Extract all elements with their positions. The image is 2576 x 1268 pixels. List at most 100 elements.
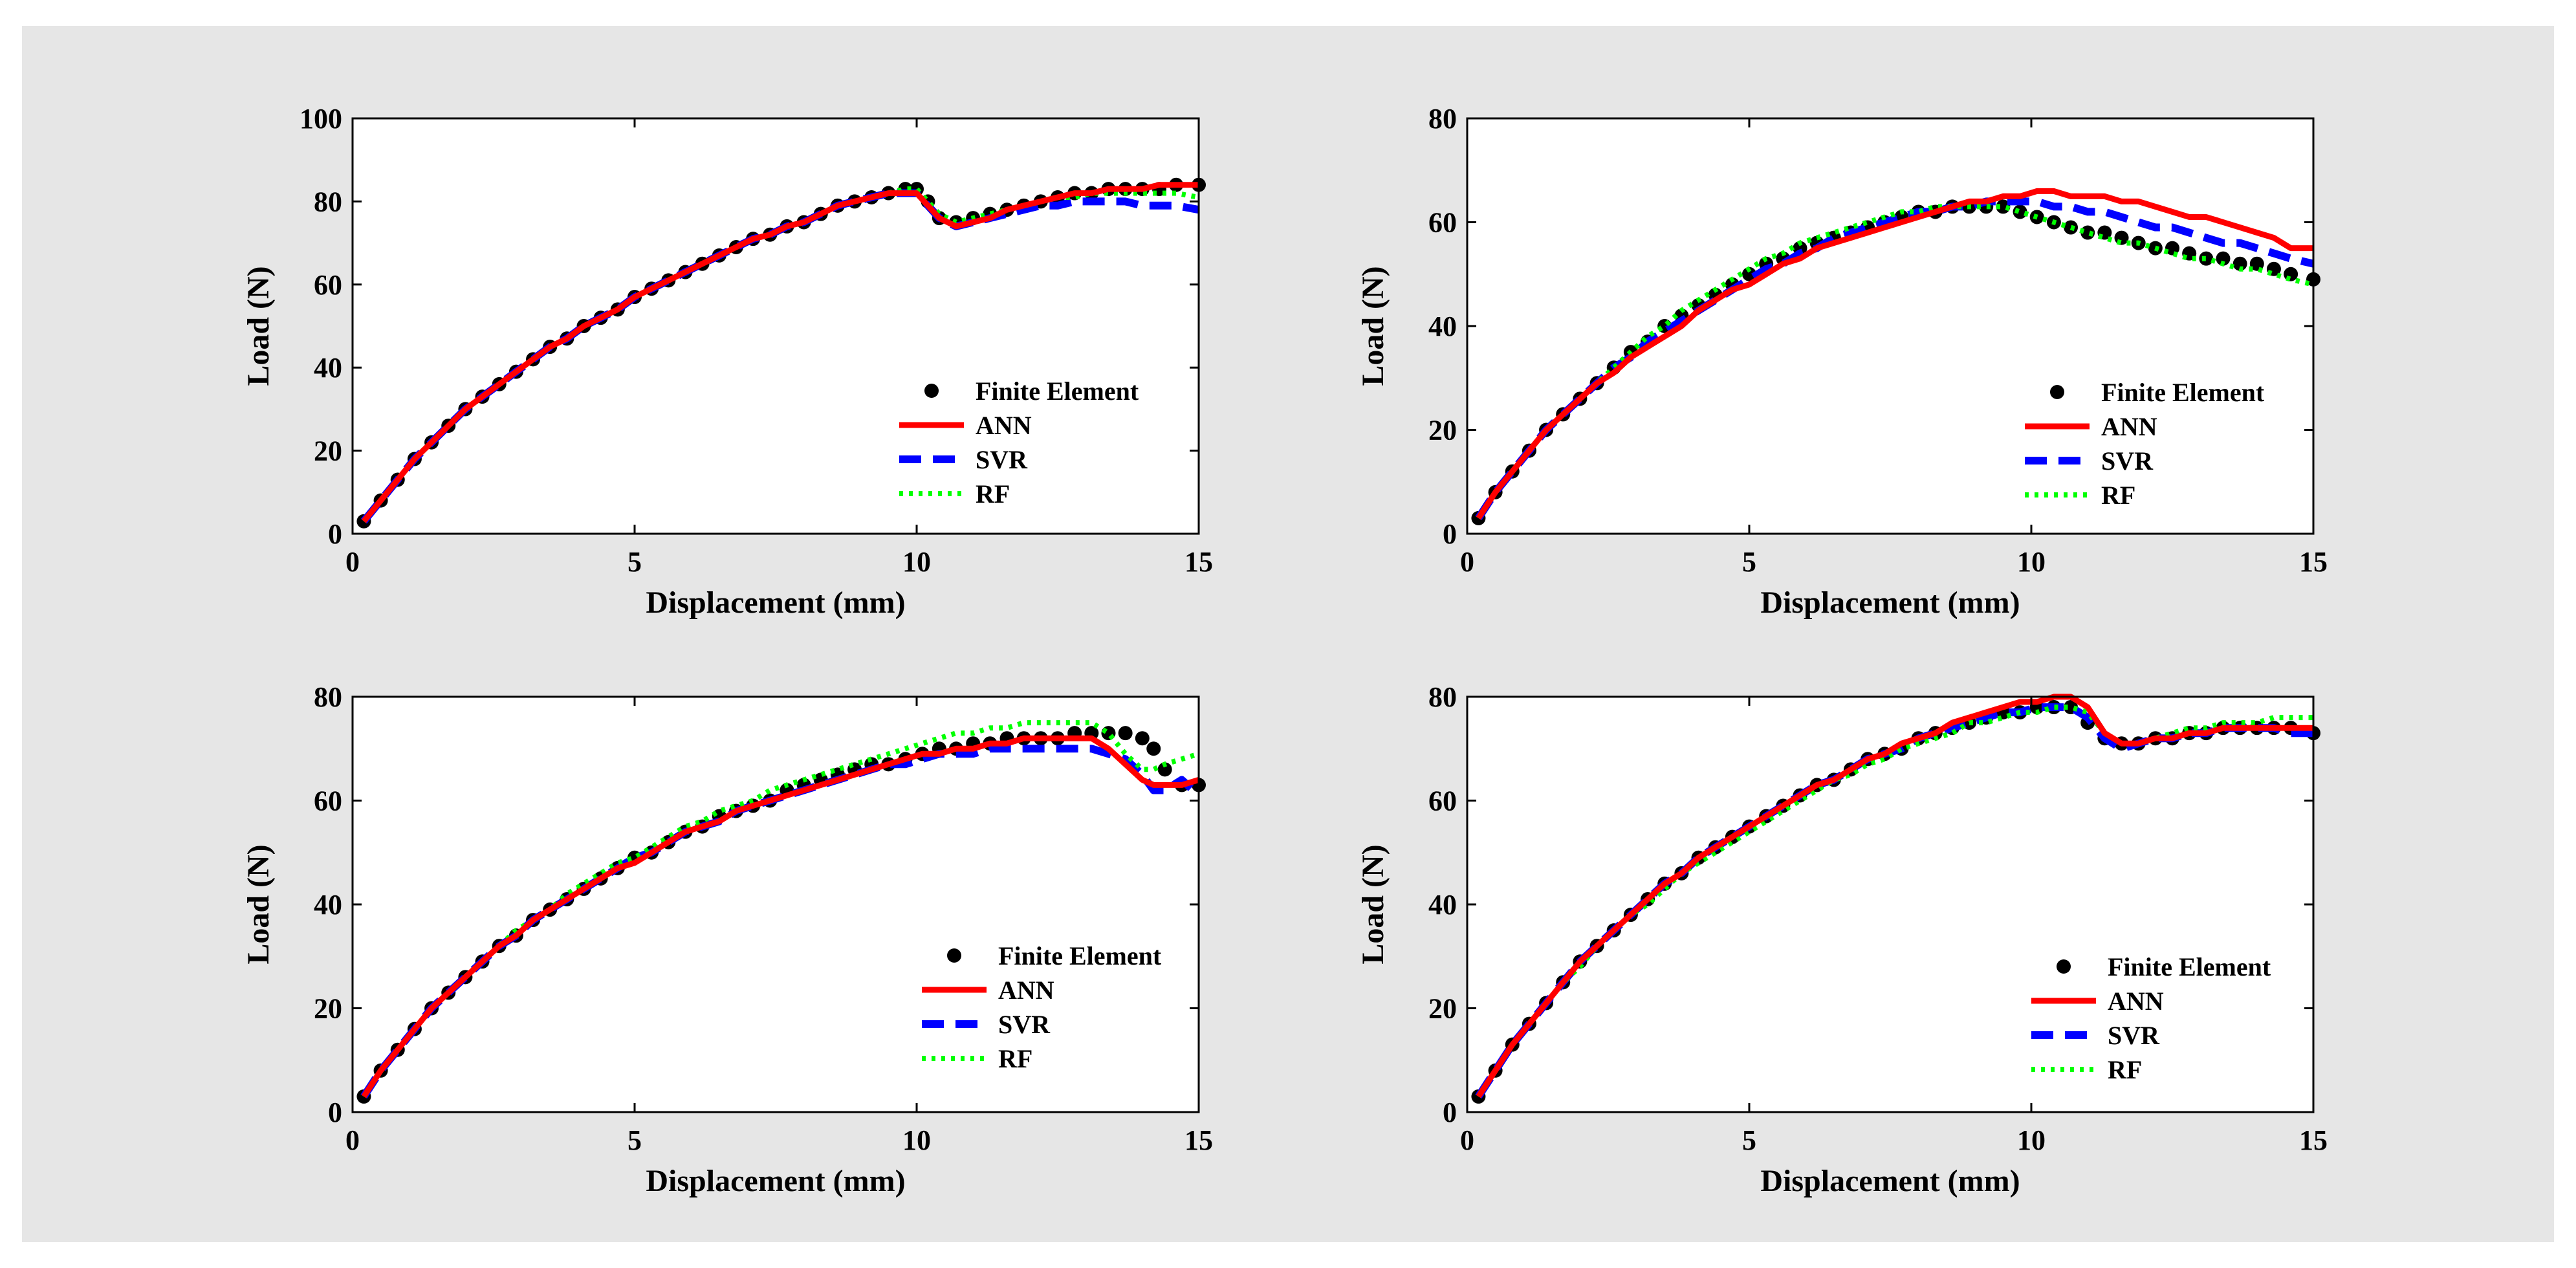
data-point xyxy=(2064,220,2079,235)
y-tick-label: 20 xyxy=(1428,415,1457,446)
legend-marker xyxy=(2057,959,2071,974)
data-point xyxy=(1742,267,1756,281)
legend-item-svr: SVR xyxy=(899,445,1028,474)
legend-label: RF xyxy=(2101,481,2135,510)
chart-panel-bottom-right: 0 5 10 15 0 20 40 60 80 Displacement (mm) Load (N)… xyxy=(1356,681,2328,1198)
legend-label: SVR xyxy=(2101,446,2154,476)
legend-label: ANN xyxy=(998,976,1054,1005)
x-axis-title: Displacement (mm) xyxy=(646,1164,905,1198)
y-tick-label: 20 xyxy=(1428,993,1457,1025)
legend-label: ANN xyxy=(2108,987,2164,1016)
legend-item-rf: RF xyxy=(899,479,1010,508)
data-point xyxy=(2249,256,2264,271)
y-tick-label: 80 xyxy=(314,186,342,217)
x-tick-label: 15 xyxy=(1184,546,1213,578)
x-tick-label: 15 xyxy=(2299,546,2328,578)
legend-item-ann: ANN xyxy=(899,411,1032,440)
legend-label: Finite Element xyxy=(998,941,1162,970)
x-tick-label: 0 xyxy=(1460,546,1474,578)
legend-label: SVR xyxy=(2108,1021,2160,1050)
legend-item-ann: ANN xyxy=(2025,412,2157,441)
series-line-ann xyxy=(361,735,1200,1099)
y-axis-title: Load (N) xyxy=(241,266,276,386)
legend-item-svr: SVR xyxy=(2031,1021,2160,1050)
x-tick-label: 5 xyxy=(628,546,642,578)
chart-panel-top-left: 0 5 10 15 0 20 40 60 80 100 Displacement (mm) Load … xyxy=(241,103,1213,620)
x-axis-title: Displacement (mm) xyxy=(1760,585,2020,620)
y-tick-label: 0 xyxy=(1443,518,1457,550)
y-tick-label: 40 xyxy=(314,889,342,921)
y-tick-label: 40 xyxy=(1428,889,1457,921)
y-tick-label: 0 xyxy=(328,1097,342,1128)
x-tick-label: 10 xyxy=(902,1124,931,1156)
legend-label: Finite Element xyxy=(2108,952,2271,981)
x-tick-label: 15 xyxy=(1184,1124,1213,1156)
x-tick-label: 5 xyxy=(1742,546,1756,578)
legend-item-rf: RF xyxy=(2025,481,2135,510)
y-axis-title: Load (N) xyxy=(241,844,276,964)
data-point xyxy=(2216,251,2231,266)
y-tick-label: 20 xyxy=(314,435,342,467)
plot-area xyxy=(353,118,1199,534)
x-tick-label: 0 xyxy=(345,546,360,578)
legend-label: SVR xyxy=(998,1010,1051,1039)
legend-label: RF xyxy=(2108,1055,2142,1084)
legend-item-svr: SVR xyxy=(922,1010,1051,1039)
legend-item-ann: ANN xyxy=(2031,987,2164,1016)
legend-label: Finite Element xyxy=(2101,378,2265,407)
plot-area xyxy=(1467,697,2313,1112)
x-axis-title: Displacement (mm) xyxy=(646,585,905,620)
y-tick-label: 40 xyxy=(1428,311,1457,342)
y-tick-label: 60 xyxy=(1428,785,1457,817)
y-tick-label: 80 xyxy=(314,681,342,713)
legend-item-finite-element: Finite Element xyxy=(947,941,1162,970)
legend: Finite Element ANN SVR RF xyxy=(899,377,1139,508)
y-tick-label: 80 xyxy=(1428,103,1457,135)
x-tick-label: 10 xyxy=(2017,1124,2046,1156)
legend-label: ANN xyxy=(976,411,1032,440)
data-point xyxy=(1101,726,1116,741)
series-line-ann xyxy=(1476,694,2313,1099)
data-point xyxy=(1157,762,1172,777)
data-point xyxy=(1118,726,1133,741)
plot-area xyxy=(353,697,1199,1112)
legend-label: RF xyxy=(998,1044,1032,1073)
data-point xyxy=(1146,741,1161,756)
legend-label: SVR xyxy=(976,445,1028,474)
chart-panel-bottom-left: 0 5 10 15 0 20 40 60 80 Displacement (mm) Load (N)… xyxy=(241,681,1213,1198)
y-tick-label: 100 xyxy=(300,103,342,135)
x-tick-label: 10 xyxy=(902,546,931,578)
x-tick-label: 0 xyxy=(345,1124,360,1156)
data-point xyxy=(1135,731,1150,746)
y-tick-label: 0 xyxy=(1443,1097,1457,1128)
series-line-rf xyxy=(1476,204,2314,520)
series-line-ann xyxy=(361,182,1199,523)
legend-item-rf: RF xyxy=(2031,1055,2142,1084)
y-axis-title: Load (N) xyxy=(1356,266,1390,386)
legend: Finite Element ANN SVR RF xyxy=(2025,378,2265,510)
x-tick-label: 0 xyxy=(1460,1124,1474,1156)
legend-item-finite-element: Finite Element xyxy=(2050,378,2265,407)
plot-area xyxy=(1467,118,2313,534)
y-tick-label: 60 xyxy=(1428,207,1457,239)
data-point xyxy=(2199,251,2214,266)
data-point xyxy=(2284,267,2298,281)
y-tick-label: 40 xyxy=(314,352,342,384)
legend: Finite Element ANN SVR RF xyxy=(922,941,1162,1073)
legend-item-rf: RF xyxy=(922,1044,1032,1073)
legend-label: Finite Element xyxy=(976,377,1139,406)
legend-marker xyxy=(947,948,961,963)
legend-marker xyxy=(924,384,939,398)
legend-item-finite-element: Finite Element xyxy=(2057,952,2271,981)
x-tick-label: 5 xyxy=(1742,1124,1756,1156)
x-tick-label: 15 xyxy=(2299,1124,2328,1156)
y-tick-label: 60 xyxy=(314,785,342,817)
x-tick-label: 10 xyxy=(2017,546,2046,578)
legend-marker xyxy=(2050,385,2064,399)
y-tick-label: 80 xyxy=(1428,681,1457,713)
legend-item-finite-element: Finite Element xyxy=(924,377,1139,406)
legend: Finite Element ANN SVR RF xyxy=(2031,952,2271,1084)
legend-label: RF xyxy=(976,479,1010,508)
axes-frame xyxy=(351,117,1200,535)
